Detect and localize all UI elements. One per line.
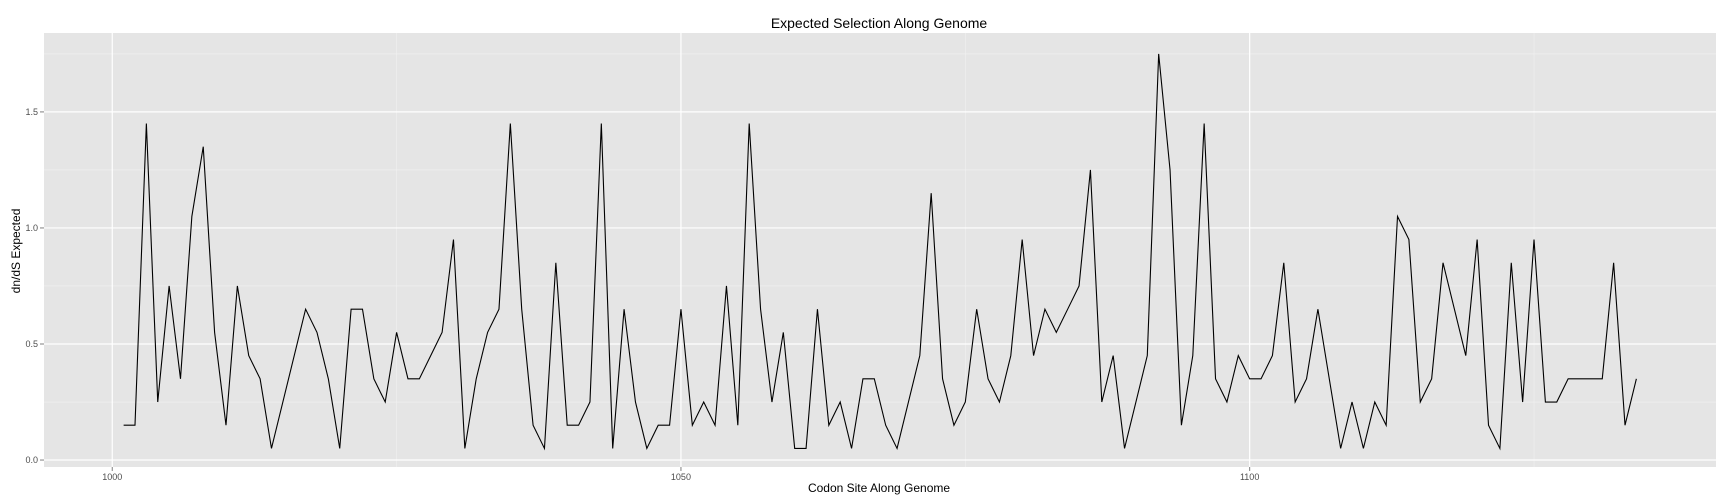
tick-labels: 1000 1050 1100 0.0 0.5 1.0 1.5 <box>25 107 1259 482</box>
y-tick-label: 0.5 <box>25 339 38 349</box>
y-axis-title: dn/dS Expected <box>9 209 23 294</box>
x-tick-label: 1100 <box>1240 472 1259 482</box>
chart-title: Expected Selection Along Genome <box>771 15 988 31</box>
x-axis-title: Codon Site Along Genome <box>808 481 950 495</box>
x-tick-label: 1000 <box>102 472 122 482</box>
y-tick-label: 1.5 <box>25 107 38 117</box>
y-tick-label: 0.0 <box>25 455 38 465</box>
axis-ticks <box>40 111 1251 471</box>
plot-panel <box>44 33 1716 467</box>
x-tick-label: 1050 <box>671 472 691 482</box>
series-line <box>123 53 1637 451</box>
y-tick-label: 1.0 <box>25 223 38 233</box>
major-gridlines <box>44 33 1716 467</box>
